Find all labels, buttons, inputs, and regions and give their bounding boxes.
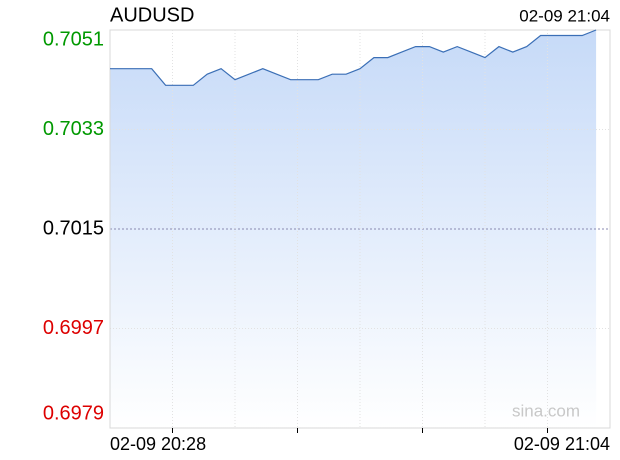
chart-title: AUDUSD [110, 4, 194, 26]
line [110, 29, 597, 86]
y-tick-label: 0.6979 [43, 402, 104, 424]
y-tick-label: 0.7051 [43, 28, 104, 50]
y-tick-label: 0.6997 [43, 317, 104, 339]
timestamp: 02-09 21:04 [519, 6, 610, 25]
y-tick-label: 0.7033 [43, 118, 104, 140]
area [110, 30, 597, 428]
v-grid [172, 30, 548, 428]
x-tick-label: 02-09 21:04 [514, 434, 610, 454]
y-tick-label: 0.7015 [43, 217, 104, 239]
x-ticks [172, 428, 548, 433]
x-tick-label: 02-09 20:28 [110, 434, 206, 454]
watermark: sina.com [512, 401, 580, 420]
